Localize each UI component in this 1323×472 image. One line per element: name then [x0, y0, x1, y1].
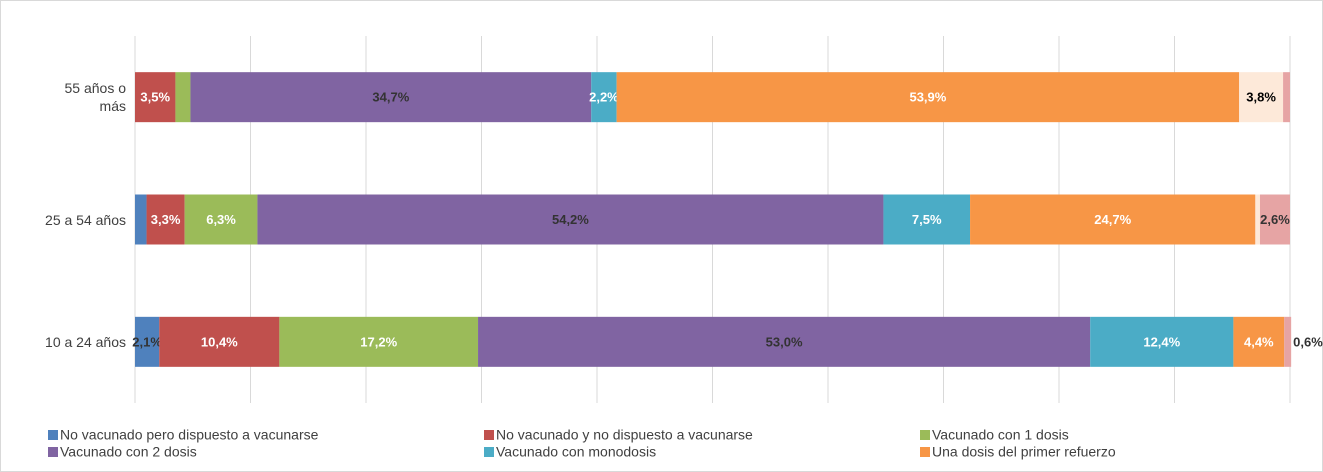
bar-segment — [184, 194, 258, 245]
y-tick-label: 25 a 54 años — [45, 211, 126, 228]
data-label: 2,2% — [589, 90, 619, 105]
data-label: 2,6% — [1260, 212, 1290, 227]
bar-segment — [1283, 72, 1290, 123]
data-label: 7,5% — [912, 212, 942, 227]
data-label: 2,1% — [132, 334, 162, 349]
bar-segment — [279, 316, 479, 367]
legend-label: Una dosis del primer refuerzo — [932, 444, 1116, 460]
bar-segment — [146, 194, 185, 245]
legend-label: Vacunado con monodosis — [496, 444, 656, 460]
y-tick-label: 55 años o más — [64, 80, 127, 115]
data-label: 53,9% — [909, 90, 946, 105]
bar-segment — [1090, 316, 1234, 367]
legend-swatch — [484, 447, 494, 457]
legend-label: No vacunado y no dispuesto a vacunarse — [496, 427, 753, 443]
data-label: 53,0% — [766, 334, 803, 349]
bar-segment — [970, 194, 1256, 245]
bar-segment — [175, 72, 191, 123]
legend-swatch — [484, 430, 494, 440]
legend-swatch — [48, 430, 58, 440]
data-label: 4,4% — [1244, 334, 1274, 349]
bar-segment — [257, 194, 884, 245]
data-label: 3,5% — [140, 90, 170, 105]
data-label: 17,2% — [360, 334, 397, 349]
bar-segment — [1239, 72, 1284, 123]
data-label: 24,7% — [1094, 212, 1131, 227]
data-label: 6,3% — [206, 212, 236, 227]
bar-segment — [591, 72, 617, 123]
bar-segment — [616, 72, 1240, 123]
data-label: 54,2% — [552, 212, 589, 227]
legend-swatch — [48, 447, 58, 457]
legend-swatch — [920, 430, 930, 440]
bar-segment — [883, 194, 971, 245]
data-label: 10,4% — [201, 334, 238, 349]
legend-swatch — [920, 447, 930, 457]
bar-segment — [478, 316, 1091, 367]
bar-segment — [1233, 316, 1285, 367]
data-label: 3,3% — [151, 212, 181, 227]
data-label: 3,8% — [1246, 90, 1276, 105]
data-label: 12,4% — [1143, 334, 1180, 349]
y-tick-label: 10 a 24 años — [45, 333, 126, 350]
bar-segment — [1284, 316, 1292, 367]
data-label: 34,7% — [372, 90, 409, 105]
bar-segment — [1255, 194, 1260, 245]
bar-segment — [190, 72, 592, 123]
bar-segment — [135, 316, 160, 367]
legend-label: Vacunado con 2 dosis — [60, 444, 197, 460]
legend-label: Vacunado con 1 dosis — [932, 427, 1069, 443]
bar-segment — [1259, 194, 1290, 245]
bar-segment — [135, 72, 176, 123]
legend-label: No vacunado pero dispuesto a vacunarse — [60, 427, 319, 443]
bar-segment — [159, 316, 280, 367]
data-label: 0,6% — [1293, 334, 1323, 349]
bar-segment — [135, 194, 147, 245]
